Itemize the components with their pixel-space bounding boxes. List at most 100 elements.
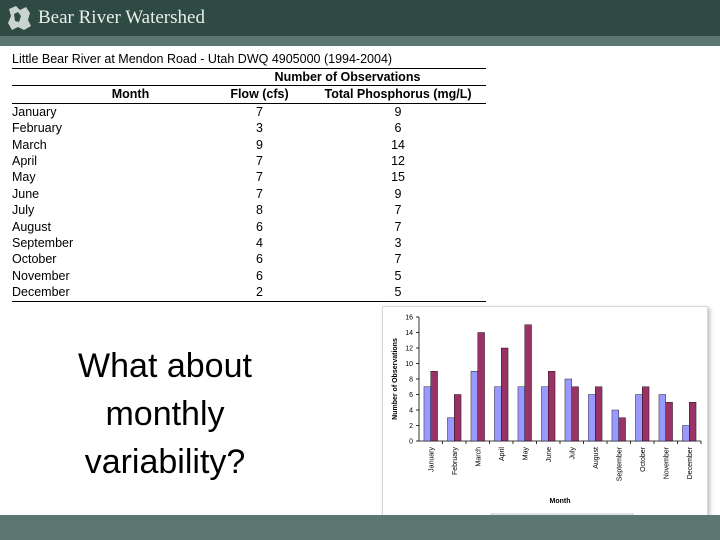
x-tick-label: May: [522, 447, 529, 461]
brand-title: Bear River Watershed: [38, 7, 205, 28]
table-row: May 7 15: [12, 169, 486, 185]
month-cell: March: [12, 137, 47, 152]
phosphorus-bar: [477, 332, 485, 442]
y-tick-label: 6: [409, 392, 413, 399]
phosphorus-bar: [571, 386, 579, 442]
watershed-logo-icon: [8, 6, 31, 30]
question-line: monthly: [105, 395, 225, 433]
month-cell: May: [12, 170, 36, 185]
flow-bar: [541, 386, 549, 442]
flow-bar: [611, 409, 619, 442]
table-row: April 7 12: [12, 153, 486, 169]
phosphorus-count-cell: 3: [394, 236, 402, 251]
month-cell: November: [12, 268, 70, 283]
header-stripe: [0, 36, 720, 46]
flow-bar: [588, 394, 596, 442]
month-cell: February: [12, 121, 63, 136]
month-cell: June: [12, 186, 40, 201]
phosphorus-bar: [430, 371, 438, 442]
x-axis-label: Month: [550, 498, 571, 505]
flow-count-cell: 6: [256, 252, 263, 267]
phosphorus-count-cell: 5: [310, 284, 486, 302]
flow-count-cell: 8: [256, 203, 263, 218]
month-cell: October: [12, 252, 57, 267]
table-row: August 6 7: [12, 219, 486, 235]
phosphorus-count-cell: 7: [394, 219, 402, 234]
flow-bar: [494, 386, 502, 442]
x-tick-label: September: [616, 446, 623, 481]
group-header: Number of Observations: [208, 69, 486, 87]
phosphorus-bar: [501, 347, 509, 442]
table-row: September 4 3: [12, 235, 486, 251]
bar-chart: 0 2 4 6 8 10 12 14 16 Number of Observations Janua…: [392, 315, 702, 528]
phosphorus-bar: [642, 386, 650, 442]
x-tick-label: March: [475, 447, 482, 467]
phosphorus-count-cell: 7: [394, 203, 402, 218]
y-tick-label: 4: [409, 408, 413, 415]
header-bar: Bear River Watershed: [0, 0, 720, 36]
empty-header-cell: [12, 69, 209, 86]
question-text: What about monthly variability?: [40, 342, 290, 486]
flow-count-cell: 3: [256, 121, 263, 136]
phosphorus-bar: [524, 324, 532, 442]
x-tick-label: February: [452, 447, 459, 476]
month-cell: January: [12, 104, 57, 119]
flow-bar: [447, 417, 455, 442]
column-header-phosphorus: Total Phosphorus (mg/L): [310, 85, 486, 104]
phosphorus-count-cell: 14: [391, 137, 405, 152]
phosphorus-count-cell: 5: [394, 268, 402, 283]
phosphorus-count-cell: 12: [391, 154, 405, 169]
phosphorus-bar: [454, 394, 462, 442]
table-row: January 7 9: [12, 103, 486, 120]
x-tick-label: January: [428, 447, 435, 472]
y-tick-label: 8: [409, 377, 413, 384]
phosphorus-bar: [595, 386, 603, 442]
x-tick-label: July: [569, 447, 576, 460]
phosphorus-bar: [689, 402, 697, 442]
phosphorus-count-cell: 6: [394, 121, 402, 136]
phosphorus-bar: [665, 402, 673, 442]
y-tick-label: 12: [405, 346, 413, 353]
phosphorus-count-cell: 15: [391, 170, 405, 185]
flow-bar: [564, 378, 572, 442]
flow-bar: [635, 394, 643, 442]
footer-bar: [0, 515, 720, 540]
phosphorus-count-cell: 9: [394, 186, 402, 201]
flow-bar: [470, 371, 478, 442]
x-tick-label: December: [687, 446, 694, 479]
question-line: variability?: [84, 443, 246, 481]
flow-bar: [658, 394, 666, 442]
flow-count-cell: 7: [256, 170, 263, 185]
table-row: December 2 5: [12, 284, 486, 302]
observations-table: Little Bear River at Mendon Road - Utah …: [12, 52, 486, 302]
x-tick-label: August: [593, 447, 600, 469]
phosphorus-count-cell: 9: [394, 104, 402, 119]
flow-bar: [517, 386, 525, 442]
flow-count-cell: 2: [208, 284, 311, 302]
x-tick-label: June: [546, 447, 553, 462]
flow-count-cell: 7: [256, 154, 263, 169]
phosphorus-bar: [548, 371, 556, 442]
question-line: What about: [78, 347, 252, 385]
column-header-flow: Flow (cfs): [208, 85, 311, 104]
flow-count-cell: 6: [256, 219, 263, 234]
flow-count-cell: 7: [256, 186, 263, 201]
y-tick-label: 14: [405, 330, 413, 337]
x-tick-label: October: [640, 446, 647, 472]
table-row: October 6 7: [12, 251, 486, 267]
y-tick-label: 0: [409, 439, 413, 446]
flow-bar: [423, 386, 431, 442]
phosphorus-count-cell: 7: [394, 252, 402, 267]
y-tick-label: 16: [405, 315, 413, 322]
flow-count-cell: 9: [256, 137, 263, 152]
x-tick-label: November: [663, 446, 670, 479]
month-cell: April: [12, 154, 38, 169]
x-tick-label: April: [499, 447, 506, 461]
table-title: Little Bear River at Mendon Road - Utah …: [12, 52, 486, 69]
table-row: March 9 14: [12, 137, 486, 153]
column-header-month: Month: [12, 85, 209, 104]
flow-count-cell: 7: [256, 104, 263, 119]
table-row: June 7 9: [12, 186, 486, 202]
table-row: July 8 7: [12, 202, 486, 218]
flow-count-cell: 4: [256, 236, 263, 251]
